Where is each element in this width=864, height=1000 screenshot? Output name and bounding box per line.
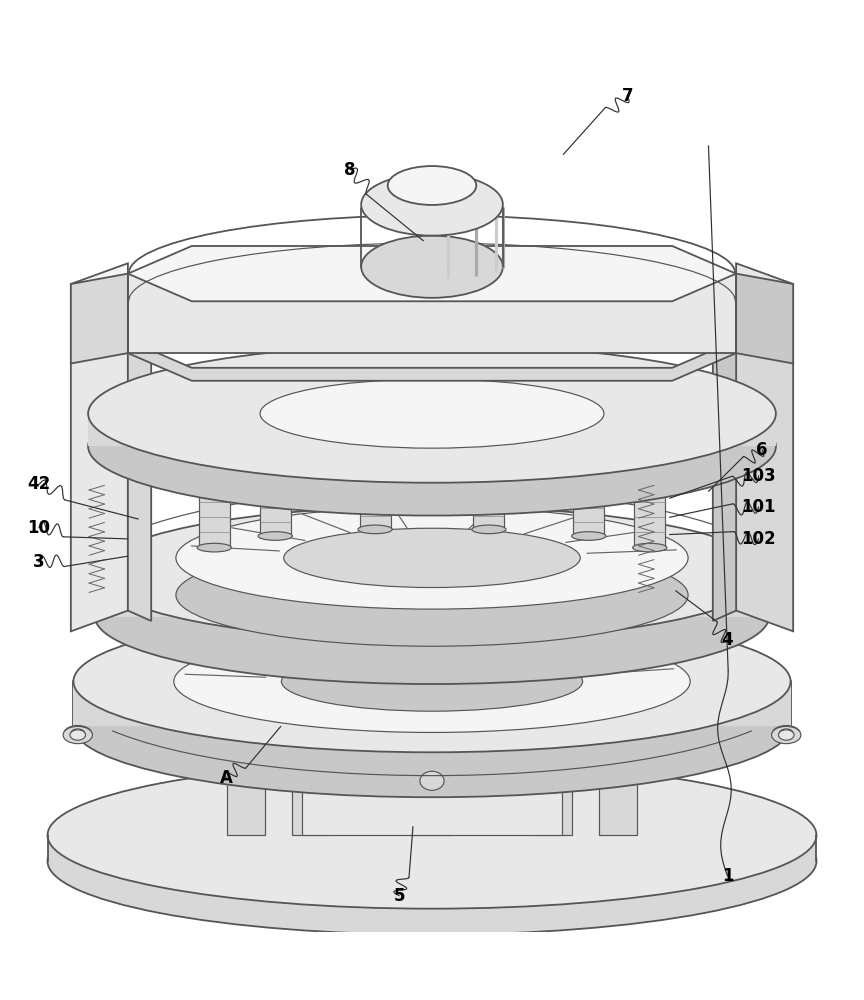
Ellipse shape — [779, 729, 793, 738]
Polygon shape — [599, 751, 637, 835]
Polygon shape — [359, 420, 391, 529]
Polygon shape — [88, 414, 776, 446]
Ellipse shape — [361, 236, 503, 298]
Text: 101: 101 — [741, 498, 776, 516]
Ellipse shape — [283, 528, 581, 588]
Ellipse shape — [420, 771, 444, 790]
Polygon shape — [534, 751, 572, 835]
Ellipse shape — [64, 726, 92, 741]
Ellipse shape — [258, 532, 292, 540]
Text: 6: 6 — [756, 441, 768, 459]
Ellipse shape — [71, 729, 85, 738]
Ellipse shape — [772, 726, 801, 744]
Ellipse shape — [260, 379, 604, 448]
Polygon shape — [71, 263, 128, 303]
Polygon shape — [302, 789, 562, 835]
Ellipse shape — [358, 416, 392, 425]
Polygon shape — [736, 263, 793, 303]
Ellipse shape — [388, 166, 476, 205]
Polygon shape — [128, 246, 736, 301]
Polygon shape — [713, 282, 736, 621]
Text: 103: 103 — [741, 467, 776, 485]
Ellipse shape — [632, 421, 667, 430]
Polygon shape — [71, 274, 128, 363]
Ellipse shape — [70, 730, 86, 740]
Ellipse shape — [63, 726, 92, 744]
Polygon shape — [73, 681, 791, 726]
Polygon shape — [95, 573, 769, 617]
Text: 42: 42 — [28, 475, 50, 493]
Ellipse shape — [572, 532, 606, 540]
Ellipse shape — [358, 525, 392, 534]
Polygon shape — [736, 274, 793, 363]
Polygon shape — [337, 751, 527, 789]
Text: 4: 4 — [721, 631, 734, 649]
Ellipse shape — [361, 173, 503, 236]
Ellipse shape — [73, 656, 791, 797]
Polygon shape — [128, 274, 736, 353]
Polygon shape — [413, 751, 451, 835]
Ellipse shape — [95, 549, 769, 684]
Polygon shape — [292, 751, 330, 835]
Polygon shape — [634, 426, 665, 548]
Ellipse shape — [174, 630, 690, 732]
Polygon shape — [260, 422, 291, 536]
Ellipse shape — [48, 762, 816, 909]
Text: A: A — [220, 769, 232, 787]
Polygon shape — [199, 426, 230, 548]
Ellipse shape — [282, 652, 582, 711]
Text: 3: 3 — [33, 553, 45, 571]
Text: 8: 8 — [344, 161, 356, 179]
Text: 102: 102 — [741, 530, 776, 548]
Ellipse shape — [632, 543, 667, 552]
Ellipse shape — [572, 418, 606, 427]
Polygon shape — [48, 835, 816, 861]
Ellipse shape — [73, 611, 791, 752]
Polygon shape — [573, 422, 604, 536]
Ellipse shape — [778, 730, 794, 740]
Ellipse shape — [472, 525, 506, 534]
Ellipse shape — [197, 543, 232, 552]
Text: 1: 1 — [721, 867, 734, 885]
Polygon shape — [736, 282, 793, 631]
Polygon shape — [128, 340, 736, 381]
Ellipse shape — [197, 421, 232, 430]
Text: 10: 10 — [28, 519, 50, 537]
Polygon shape — [227, 751, 265, 835]
Ellipse shape — [472, 416, 506, 425]
Ellipse shape — [88, 344, 776, 483]
Text: 7: 7 — [621, 87, 633, 105]
Ellipse shape — [88, 377, 776, 516]
Text: 5: 5 — [393, 887, 405, 905]
Ellipse shape — [258, 418, 292, 427]
Polygon shape — [71, 282, 128, 631]
Polygon shape — [473, 420, 505, 529]
Ellipse shape — [176, 544, 688, 646]
Ellipse shape — [48, 788, 816, 935]
Ellipse shape — [176, 507, 688, 609]
Polygon shape — [128, 282, 151, 621]
Ellipse shape — [772, 726, 800, 741]
Ellipse shape — [95, 506, 769, 641]
